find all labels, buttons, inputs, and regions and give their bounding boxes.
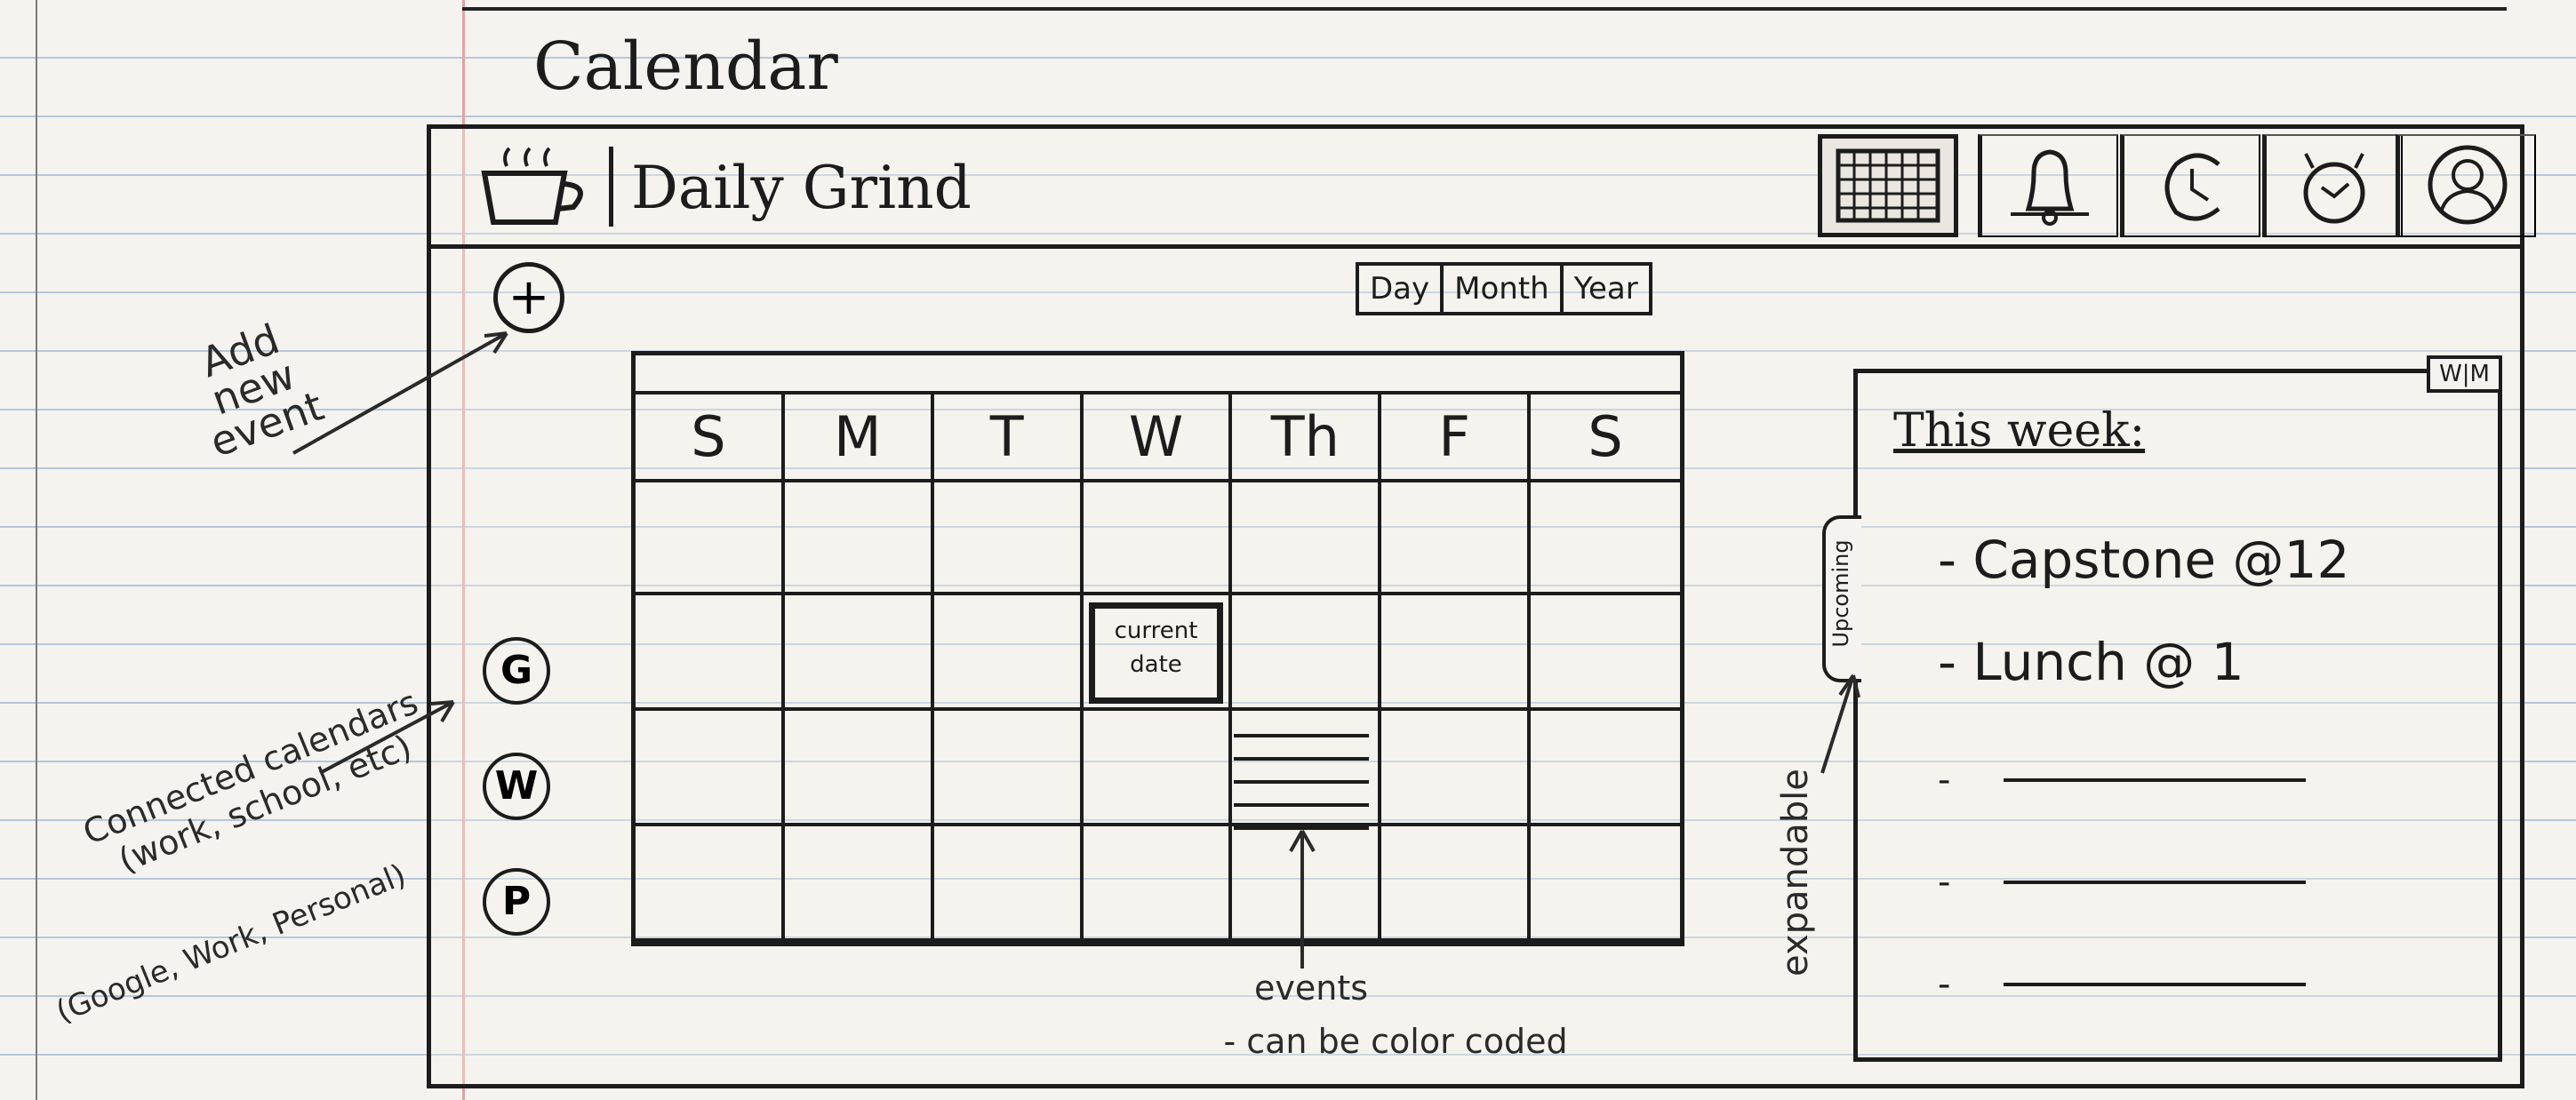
date-cell[interactable] — [1531, 826, 1680, 942]
date-cell[interactable] — [636, 826, 785, 942]
date-cell[interactable] — [1232, 826, 1382, 942]
upcoming-event-list: - Capstone @12 - Lunch @ 1 — [1938, 524, 2349, 1035]
work-calendar-button[interactable]: W — [483, 753, 550, 820]
google-calendar-button[interactable]: G — [483, 637, 550, 705]
event-stack[interactable] — [1234, 714, 1370, 830]
bell-icon[interactable] — [1978, 134, 2118, 237]
date-cell[interactable] — [1232, 595, 1382, 711]
notebook-margin-line — [462, 0, 465, 1100]
upcoming-expand-tab[interactable]: Upcoming — [1822, 515, 1861, 682]
top-rule — [462, 7, 2507, 11]
annotation-events: events — [1253, 968, 1369, 1008]
add-event-button[interactable]: + — [493, 262, 564, 333]
week-panel-title: This week: — [1893, 404, 2146, 458]
date-cell[interactable] — [1083, 711, 1233, 826]
page-title: Calendar — [533, 28, 838, 105]
date-cell[interactable] — [784, 480, 934, 595]
date-cell[interactable] — [1381, 480, 1532, 595]
week-month-toggle[interactable]: W|M — [2427, 355, 2502, 393]
weekday-label: F — [1381, 395, 1532, 479]
week-panel: W|M Upcoming This week: - Capstone @12 -… — [1822, 355, 2502, 1062]
current-date-cell[interactable]: current date — [1083, 595, 1233, 711]
view-year-button[interactable]: Year — [1564, 266, 1649, 312]
event-bar[interactable] — [1234, 714, 1370, 737]
weekday-label: T — [934, 395, 1084, 479]
date-cell[interactable] — [1232, 480, 1382, 595]
view-toggle: Day Month Year — [1356, 262, 1652, 315]
annotation-color-coded: - can be color coded — [1223, 1022, 1568, 1061]
app-name: Daily Grind — [631, 154, 972, 222]
date-cells: current date — [636, 480, 1680, 942]
date-cell[interactable] — [784, 826, 934, 942]
profile-icon[interactable] — [2396, 134, 2536, 237]
date-cell[interactable] — [1083, 480, 1233, 595]
date-cell[interactable] — [636, 711, 785, 826]
coffee-cup-icon — [467, 147, 613, 227]
view-day-button[interactable]: Day — [1359, 266, 1444, 312]
notebook-page-edge — [36, 0, 37, 1100]
upcoming-event[interactable]: - Capstone @12 — [1938, 530, 2350, 590]
annotation-expandable: expandable — [1775, 769, 1816, 976]
app-header: Daily Grind — [431, 129, 2536, 249]
app-window: Daily Grind — [427, 124, 2536, 1088]
event-bar[interactable] — [1234, 761, 1370, 784]
weekday-label: Th — [1232, 395, 1382, 479]
weekday-label: W — [1084, 395, 1233, 479]
date-cell[interactable] — [933, 826, 1084, 942]
timer-icon[interactable] — [2262, 134, 2403, 237]
weekday-label: S — [1588, 404, 1623, 469]
date-cell[interactable] — [1381, 595, 1532, 711]
date-cell[interactable] — [1531, 480, 1680, 595]
weekday-header: S M T W Th F S — [636, 391, 1680, 482]
date-cell[interactable] — [636, 480, 785, 595]
upcoming-event[interactable]: - Lunch @ 1 — [1938, 632, 2244, 692]
calendar-grid-icon[interactable] — [1818, 134, 1958, 237]
date-cell[interactable] — [1083, 826, 1233, 942]
clock-icon[interactable] — [2120, 134, 2260, 237]
date-cell[interactable] — [1381, 711, 1532, 826]
date-cell[interactable] — [933, 595, 1084, 711]
event-bar[interactable] — [1234, 807, 1370, 830]
weekday-label: M — [785, 395, 934, 479]
date-cell[interactable] — [636, 595, 785, 711]
date-cell[interactable] — [1381, 826, 1532, 942]
date-cell[interactable] — [784, 711, 934, 826]
event-cell[interactable] — [1232, 711, 1382, 830]
view-month-button[interactable]: Month — [1444, 266, 1564, 312]
event-bar[interactable] — [1234, 784, 1370, 807]
month-grid: S M T W Th F S current date — [631, 351, 1684, 946]
event-bar[interactable] — [1234, 737, 1370, 761]
personal-calendar-button[interactable]: P — [483, 868, 550, 936]
date-cell[interactable] — [1531, 711, 1680, 826]
date-cell[interactable] — [933, 711, 1084, 826]
current-date-label: current date — [1088, 602, 1224, 704]
date-cell[interactable] — [784, 595, 934, 711]
date-cell[interactable] — [1531, 595, 1680, 711]
weekday-label: S — [636, 395, 785, 479]
date-cell[interactable] — [933, 480, 1084, 595]
